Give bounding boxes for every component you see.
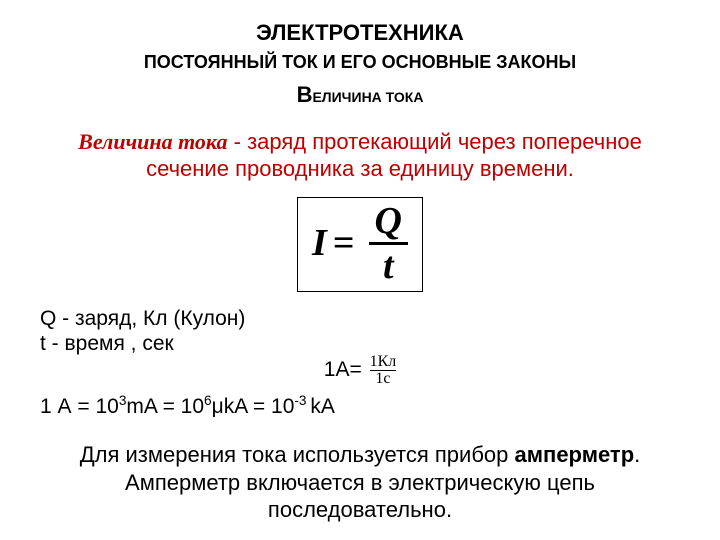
- conv-p4: kA: [310, 395, 335, 418]
- footer-line2: Амперметр включается в электрическую цеп…: [125, 470, 595, 495]
- title-line-1: ЭЛЕКТРОТЕХНИКА: [30, 18, 690, 48]
- unit-prefix: 1A=: [324, 358, 368, 381]
- title-line-3-rest: ЕЛИЧИНА ТОКА: [312, 89, 423, 105]
- title-line-3: ВЕЛИЧИНА ТОКА: [30, 80, 690, 110]
- definition: Величина тока - заряд протекающий через …: [30, 128, 690, 183]
- formula-eq: =: [333, 221, 355, 265]
- conv-p2: mA = 10: [126, 395, 204, 418]
- definition-dash: -: [228, 129, 248, 154]
- footer-line3: последовательно.: [268, 497, 452, 522]
- formula-container: I = Q t: [30, 183, 690, 300]
- footer-line1b: амперметр: [515, 442, 635, 467]
- footer-line1a: Для измерения тока используется прибор: [80, 442, 515, 467]
- slide: ЭЛЕКТРОТЕХНИКА ПОСТОЯННЫЙ ТОК И ЕГО ОСНО…: [0, 0, 720, 540]
- unit-fraction: 1Кл 1с: [370, 354, 397, 387]
- title-line-3-initial: В: [297, 82, 313, 107]
- conversion-line: 1 А = 103mA = 106μkA = 10-3 kA: [30, 393, 690, 419]
- conv-p3: μkA = 10: [212, 395, 295, 418]
- formula-lhs: I: [312, 221, 327, 265]
- definition-term: Величина тока: [78, 129, 227, 154]
- conv-e2: 6: [204, 393, 212, 408]
- legend-q: Q - заряд, Кл (Кулон): [40, 306, 690, 331]
- unit-den: 1с: [375, 371, 390, 387]
- definition-text-2: сечение проводника за единицу времени.: [146, 156, 574, 181]
- conv-p1: 1 А = 10: [40, 395, 119, 418]
- conv-e3: -3: [294, 393, 310, 408]
- title-line-2: ПОСТОЯННЫЙ ТОК И ЕГО ОСНОВНЫЕ ЗАКОНЫ: [30, 50, 690, 74]
- unit-definition: 1A= 1Кл 1с: [30, 354, 690, 387]
- footer-line1c: .: [634, 442, 640, 467]
- unit-num: 1Кл: [370, 354, 397, 370]
- legend-t: t - время , сек: [40, 331, 690, 356]
- formula-numerator: Q: [369, 202, 408, 240]
- formula-fraction: Q t: [369, 202, 408, 285]
- footer-text: Для измерения тока используется прибор а…: [30, 441, 690, 524]
- formula: I = Q t: [312, 202, 408, 285]
- definition-text-1: заряд протекающий через поперечное: [247, 129, 642, 154]
- formula-box: I = Q t: [297, 197, 423, 292]
- formula-denominator: t: [377, 247, 400, 285]
- legend: Q - заряд, Кл (Кулон) t - время , сек: [30, 306, 690, 356]
